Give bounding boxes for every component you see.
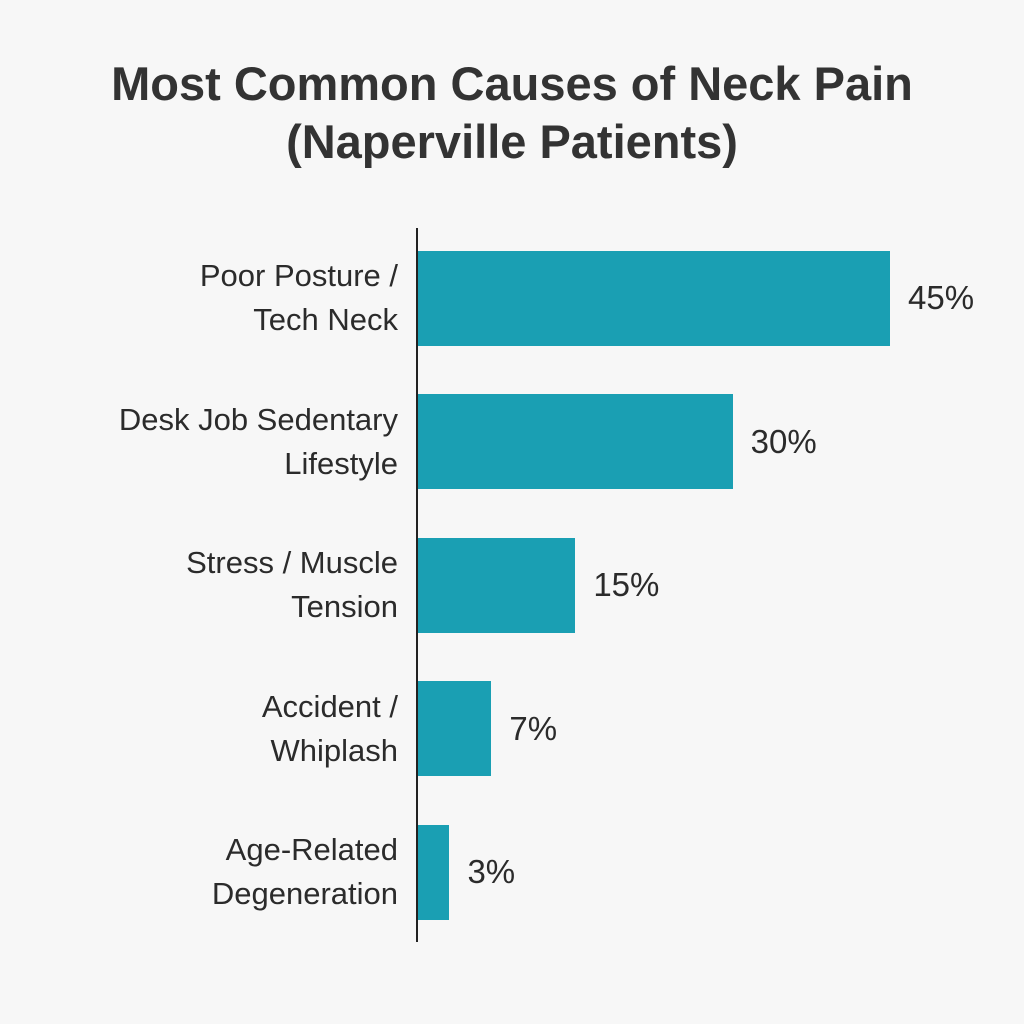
bar: [418, 537, 576, 633]
value-label: 30%: [750, 422, 817, 460]
bar: [418, 824, 450, 920]
category-label: Poor Posture / Tech Neck: [199, 258, 398, 337]
axis-line: [416, 228, 418, 942]
bar: [418, 681, 492, 776]
category-label: Desk Job Sedentary Lifestyle: [118, 401, 398, 481]
value-label: 3%: [467, 853, 516, 890]
category-label: Accident / Whiplash: [261, 688, 398, 768]
value-label: 45%: [908, 279, 975, 316]
category-label: Stress / Muscle Tension: [186, 545, 398, 624]
category-label: Age-Related Degeneration: [211, 832, 398, 911]
value-label: 7%: [509, 709, 558, 747]
chart-title: Most Common Causes of Neck Pain (Napervi…: [111, 57, 913, 168]
bar: [418, 250, 890, 346]
bar: [418, 394, 733, 489]
value-label: 15%: [593, 566, 660, 603]
